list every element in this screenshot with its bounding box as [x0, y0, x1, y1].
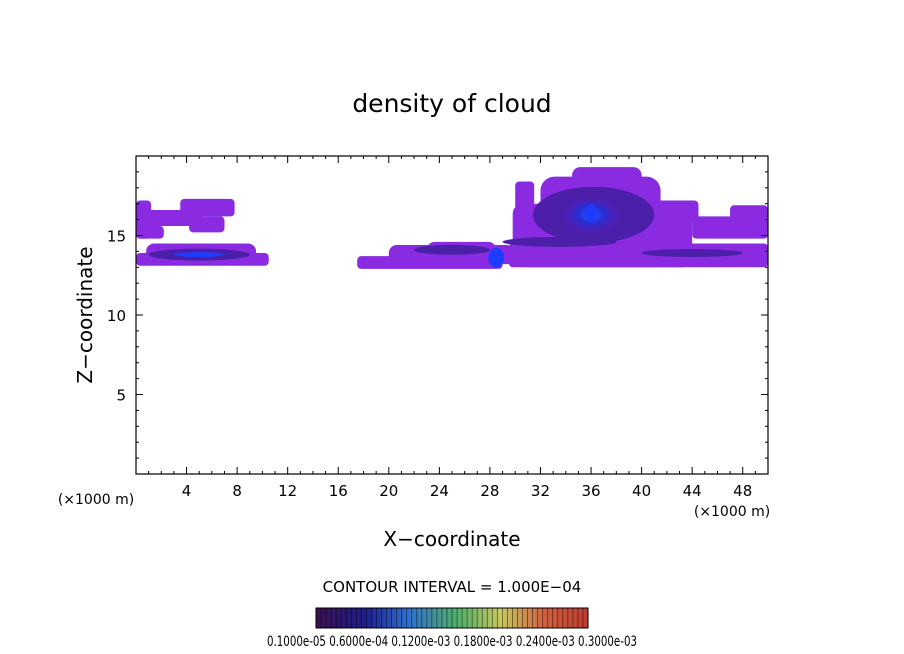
cloud-middle-core [488, 247, 505, 268]
cloud-right-core [641, 248, 743, 257]
chart-title: density of cloud [352, 89, 551, 118]
x-tick-label: 8 [232, 482, 242, 500]
x-unit-right: (×1000 m) [694, 504, 770, 520]
x-tick-label: 32 [531, 482, 550, 500]
x-unit-left: (×1000 m) [58, 492, 134, 508]
y-axis-label: Z−coordinate [73, 246, 97, 383]
cloud-field [136, 167, 768, 269]
cloud-left-low-core [173, 252, 225, 258]
y-tick-label: 5 [116, 387, 126, 405]
x-tick-label: 28 [480, 482, 499, 500]
cloud-upper-left [136, 225, 164, 239]
x-axis-label: X−coordinate [383, 527, 520, 551]
x-tick-label: 20 [379, 482, 398, 500]
colorbar-contour-lines [315, 608, 589, 628]
x-tick-label: 12 [278, 482, 297, 500]
cloud-right-core [585, 204, 598, 223]
x-tick-label: 48 [733, 482, 752, 500]
cloud-middle-core [414, 244, 490, 255]
cloud-upper-left [180, 198, 235, 217]
cloud-right-main [654, 200, 699, 223]
cloud-right-main [730, 205, 768, 223]
cloud-right-core [502, 236, 617, 247]
x-tick-label: 36 [581, 482, 600, 500]
y-tick-label: 10 [107, 307, 126, 325]
cloud-right-main [515, 181, 535, 220]
y-tick-label: 15 [107, 228, 126, 246]
x-tick-label: 44 [683, 482, 702, 500]
x-tick-label: 24 [430, 482, 449, 500]
colorbar-labels: 0.1000e-05 0.6000e-04 0.1200e-03 0.1800e… [267, 634, 637, 650]
x-tick-label: 4 [182, 482, 192, 500]
cloud-right-main [572, 167, 642, 191]
contour-interval: CONTOUR INTERVAL = 1.000E−04 [323, 578, 582, 596]
x-tick-label: 40 [632, 482, 651, 500]
x-tick-label: 16 [329, 482, 348, 500]
cloud-upper-left [189, 216, 225, 233]
